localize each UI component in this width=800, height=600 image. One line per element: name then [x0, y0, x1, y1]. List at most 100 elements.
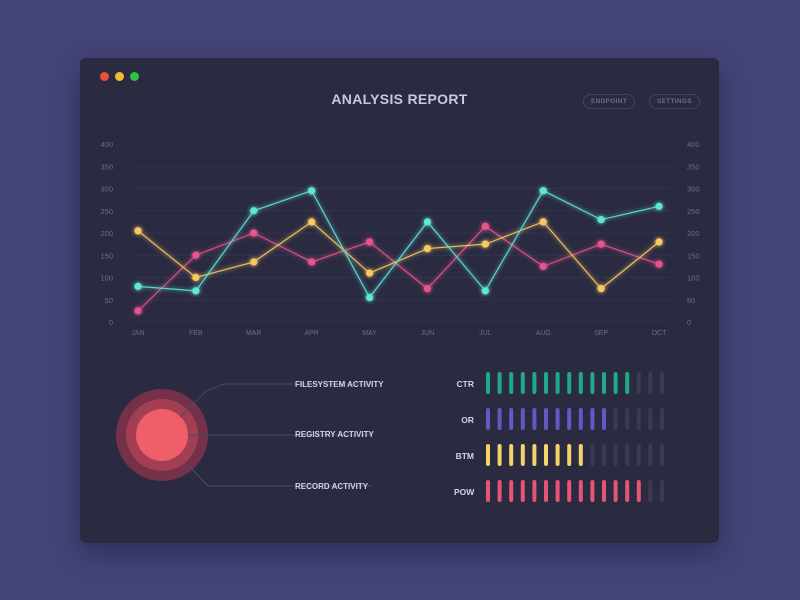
meter-bar	[555, 444, 560, 466]
x-tick-label: JAN	[131, 330, 144, 337]
data-point[interactable]	[250, 229, 258, 237]
meter-bar	[625, 372, 630, 394]
data-point[interactable]	[308, 258, 316, 266]
data-point[interactable]	[655, 260, 663, 268]
data-point[interactable]	[423, 218, 432, 226]
x-tick-label: SEP	[594, 330, 608, 337]
meter-bar	[648, 372, 653, 394]
data-point[interactable]	[423, 285, 432, 293]
meter-bar	[648, 408, 653, 430]
data-point[interactable]	[655, 202, 663, 210]
meter-bar	[567, 408, 572, 430]
meter-bar	[590, 408, 595, 430]
meter-bar	[520, 480, 525, 502]
meter-bar	[636, 372, 641, 394]
meter-bar	[520, 408, 525, 430]
meter-bar	[567, 372, 572, 394]
data-point[interactable]	[308, 218, 316, 226]
meter-bar	[613, 408, 618, 430]
data-point[interactable]	[481, 287, 489, 295]
meter-bar	[532, 408, 537, 430]
meter-bar	[660, 408, 664, 430]
meter-bar	[613, 444, 618, 466]
data-point[interactable]	[192, 273, 200, 282]
connector-line	[180, 383, 373, 418]
close-button[interactable]	[100, 72, 109, 81]
meter-bar	[567, 444, 572, 466]
meter-bar	[567, 480, 572, 502]
meter-label-or: OR	[461, 415, 474, 425]
series-line	[137, 189, 660, 299]
meter-label-ctr: CTR	[456, 379, 474, 389]
data-point[interactable]	[365, 238, 374, 246]
y-tick-label-right: 350	[687, 162, 700, 171]
meter-bar	[544, 480, 548, 502]
page-title: ANALYSIS REPORT	[331, 91, 468, 107]
y-tick-label-left: 150	[100, 251, 113, 260]
data-point[interactable]	[481, 222, 489, 230]
meter-bar	[590, 372, 595, 394]
x-tick-label: APR	[304, 330, 318, 337]
x-tick-label: MAR	[246, 330, 262, 337]
minimize-button[interactable]	[115, 72, 124, 81]
meter-bar	[509, 408, 514, 430]
data-point[interactable]	[134, 227, 142, 235]
data-point[interactable]	[192, 251, 200, 259]
meter-bar	[544, 444, 548, 466]
data-point[interactable]	[423, 244, 432, 253]
data-point[interactable]	[539, 262, 547, 270]
activity-meters	[486, 372, 664, 502]
y-tick-label-right: 400	[687, 140, 700, 149]
y-tick-label-left: 50	[105, 296, 113, 305]
data-point[interactable]	[134, 282, 142, 290]
app-window: ANALYSIS REPORT ENDPOINT SETTINGS 0 0 50 50…	[80, 58, 719, 543]
data-point[interactable]	[597, 285, 605, 293]
data-point[interactable]	[250, 258, 258, 266]
meter-bar	[486, 372, 490, 394]
meter-bar	[520, 444, 525, 466]
x-tick-label: AUG	[536, 330, 551, 337]
meter-bar	[625, 480, 630, 502]
y-tick-label-left: 0	[109, 318, 113, 327]
data-point[interactable]	[655, 238, 663, 246]
meter-bar	[625, 408, 630, 430]
meter-bar	[590, 444, 595, 466]
data-point[interactable]	[192, 287, 200, 295]
y-tick-label-right: 200	[687, 229, 700, 238]
data-point[interactable]	[481, 240, 489, 248]
data-point[interactable]	[308, 187, 316, 195]
data-point[interactable]	[539, 218, 547, 226]
meter-bar	[555, 480, 560, 502]
meter-bar	[613, 372, 618, 394]
data-point[interactable]	[134, 307, 142, 315]
data-point[interactable]	[539, 187, 547, 195]
meter-bar	[532, 372, 537, 394]
meter-bar	[636, 480, 641, 502]
meter-bar	[578, 480, 583, 502]
settings-button[interactable]: SETTINGS	[649, 94, 700, 109]
window-controls	[100, 72, 139, 81]
y-tick-label-left: 200	[100, 229, 113, 238]
meter-bar	[660, 444, 664, 466]
line-chart: 0 0 50 50 100 100 150 150 200 200 250 250 300 300 350 3…	[100, 140, 700, 337]
meter-bar	[497, 372, 502, 394]
maximize-button[interactable]	[130, 72, 139, 81]
meter-bar	[602, 372, 606, 394]
meter-bar	[648, 444, 653, 466]
data-point[interactable]	[597, 216, 605, 224]
meter-bar	[486, 408, 490, 430]
data-point[interactable]	[597, 240, 605, 248]
meter-bar	[613, 480, 618, 502]
endpoint-button[interactable]: ENDPOINT	[583, 94, 635, 109]
data-point[interactable]	[365, 293, 374, 302]
data-point[interactable]	[365, 269, 374, 277]
meter-bar	[497, 480, 502, 502]
y-tick-label-right: 300	[687, 185, 700, 194]
data-point[interactable]	[250, 207, 258, 215]
meter-bar	[578, 444, 583, 466]
filesystem-activity-label: FILESYSTEM ACTIVITY	[295, 380, 384, 389]
series-line	[137, 221, 660, 290]
x-tick-label: JUN	[421, 330, 435, 337]
meter-bar	[509, 444, 514, 466]
y-tick-label-right: 0	[687, 318, 691, 327]
